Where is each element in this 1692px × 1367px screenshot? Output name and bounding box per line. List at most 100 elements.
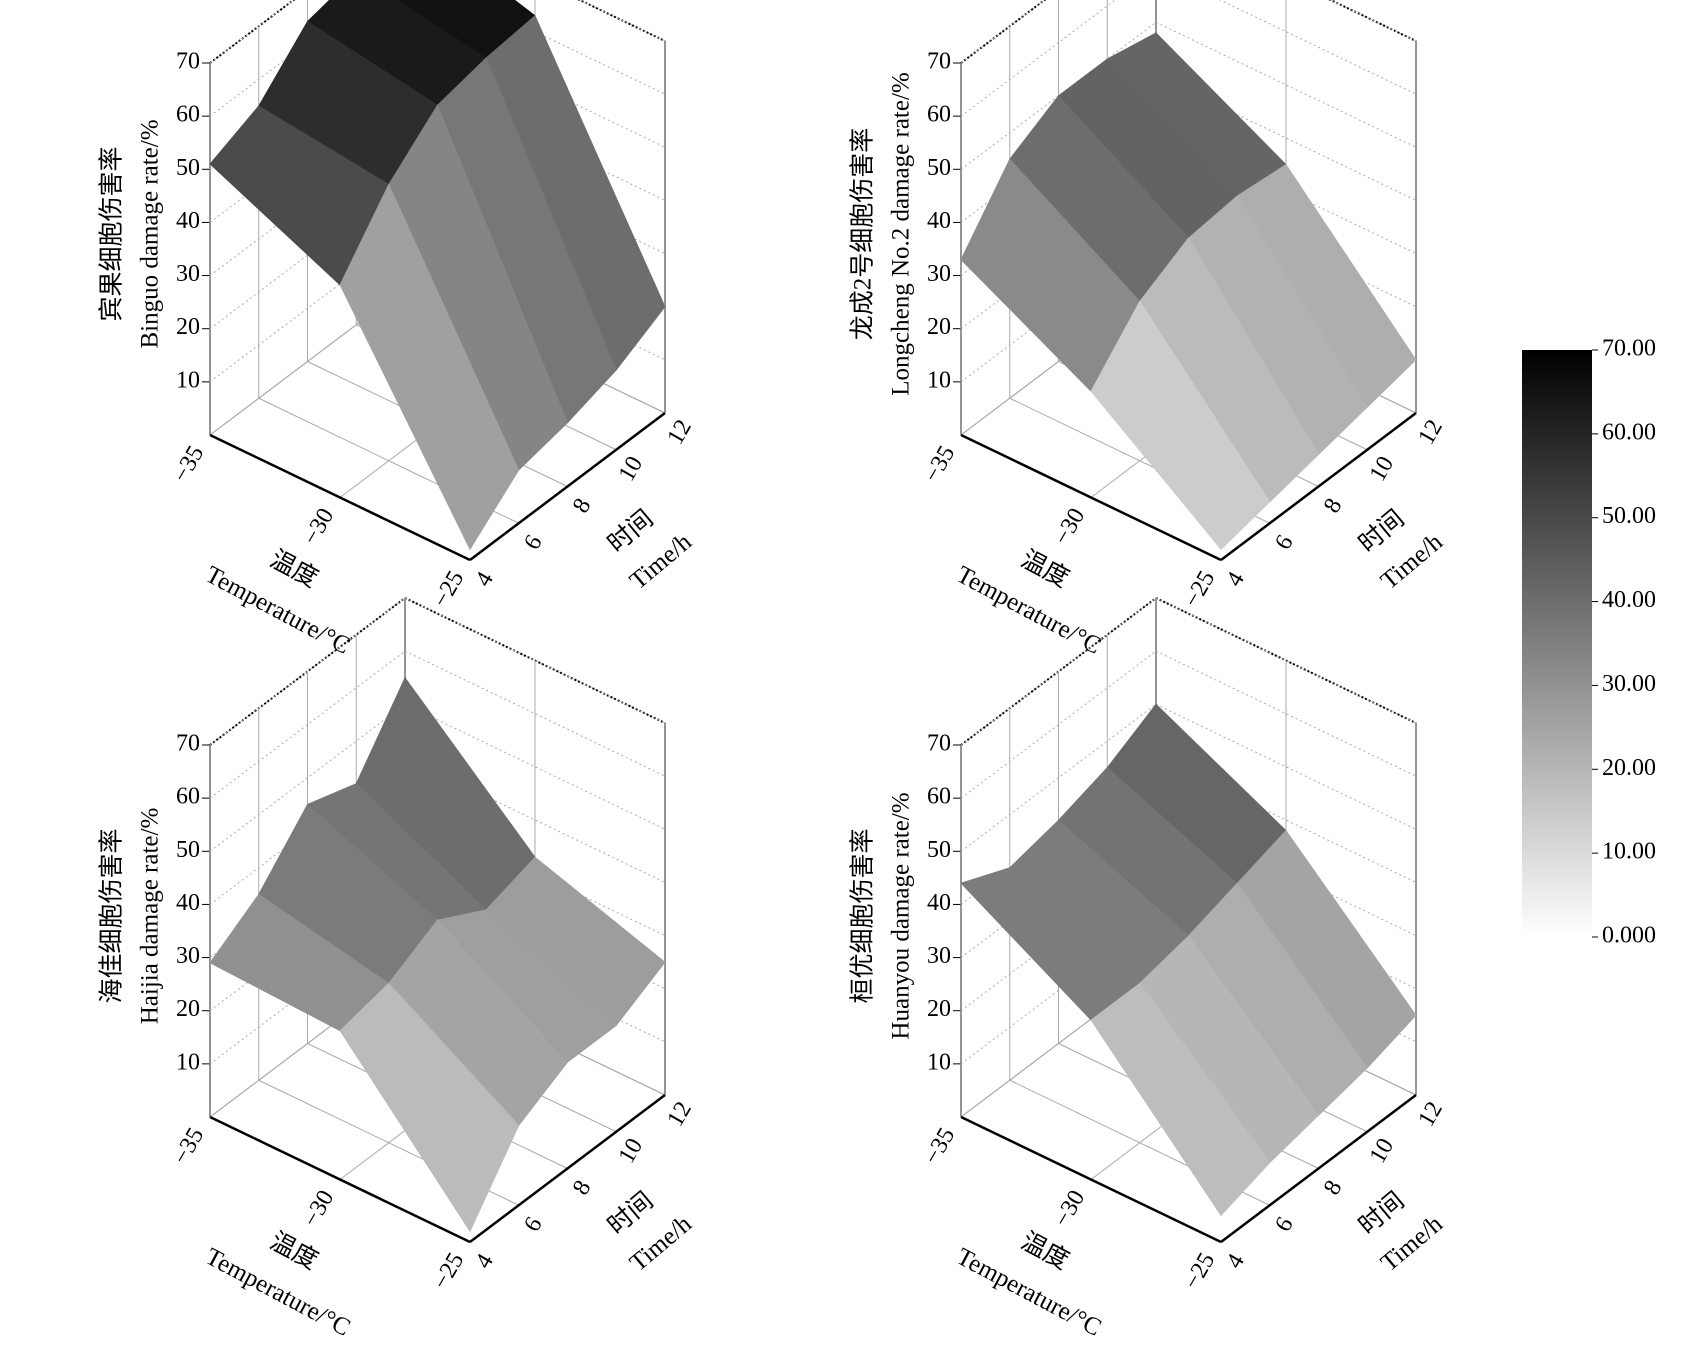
axis-line xyxy=(960,433,1222,562)
z-tick-label: 40 xyxy=(927,208,951,234)
z-tick-label: 70 xyxy=(927,49,951,75)
surface-patch xyxy=(1090,300,1271,550)
x-tick-label: −25 xyxy=(1179,566,1220,612)
grid-line xyxy=(209,0,295,64)
grid-line xyxy=(1155,756,1417,883)
surface-panel: 10 20 30 40 50 60 70 −35 −30 −25 468 10 12 宾果细胞伤害率 Bin… xyxy=(98,0,697,660)
z-tick-label: 10 xyxy=(927,1049,951,1075)
grid-line xyxy=(209,757,406,905)
y-tick-label: 10 xyxy=(614,1134,649,1168)
grid-line xyxy=(1155,810,1417,937)
surface-panel: 10 20 30 40 50 60 70 −35 −30 −25 468 10 12 龙成2号细胞伤害率 L… xyxy=(849,0,1448,660)
grid-line xyxy=(960,916,1157,1065)
x-tick-label: −25 xyxy=(1179,1248,1220,1294)
grid-line xyxy=(209,650,406,799)
y-tick-label: 4 xyxy=(1221,1250,1250,1273)
grid-line xyxy=(209,128,406,276)
x-tick-label: −30 xyxy=(1049,504,1090,550)
grid-line xyxy=(1219,0,1417,95)
z-tick-label: 70 xyxy=(176,731,200,757)
x-title: 温度 xyxy=(1016,1227,1073,1275)
surface-panel: 10 20 30 40 50 60 70 −35 −30 −25 468 10 12 海佳细胞伤害率 Hai… xyxy=(98,597,697,1342)
colorbar-label: 30.00 xyxy=(1602,671,1656,697)
z-tick-label: 40 xyxy=(927,890,951,916)
y-tick-label: 4 xyxy=(470,1250,499,1273)
z-title: Huanyou damage rate/% xyxy=(888,792,915,1039)
grid-line xyxy=(960,703,1157,852)
x-title: 温度 xyxy=(265,1227,322,1275)
z-tick-label: 40 xyxy=(176,890,200,916)
grid-line xyxy=(960,597,1157,746)
grid-line xyxy=(960,863,1157,1012)
z-tick-label: 20 xyxy=(176,314,200,340)
grid-line xyxy=(209,597,406,746)
grid-line xyxy=(209,0,365,117)
grid-line xyxy=(404,916,666,1043)
grid-line xyxy=(468,0,666,95)
z-title: 龙成2号细胞伤害率 xyxy=(849,128,877,341)
y-title: 时间 xyxy=(1353,504,1409,558)
z-tick-label: 60 xyxy=(927,784,951,810)
z-tick-label: 60 xyxy=(927,102,951,128)
grid-line xyxy=(1155,650,1417,777)
grid-line xyxy=(209,916,406,1065)
colorbar-label: 50.00 xyxy=(1602,503,1656,529)
grid-line xyxy=(404,703,666,830)
surface-patch xyxy=(339,183,520,551)
z-title: Binguo damage rate/% xyxy=(137,119,164,348)
grid-line xyxy=(578,0,666,42)
colorbar-label: 20.00 xyxy=(1602,755,1656,781)
axis-line xyxy=(209,433,471,562)
z-tick-label: 20 xyxy=(927,996,951,1022)
x-tick-label: −35 xyxy=(919,441,960,487)
y-tick-label: 6 xyxy=(1270,531,1299,554)
y-tick-label: 12 xyxy=(662,1097,697,1131)
y-tick-label: 6 xyxy=(519,531,548,554)
x-title: 温度 xyxy=(1016,545,1073,593)
grid-line xyxy=(1155,181,1417,308)
y-tick-label: 12 xyxy=(1413,415,1448,449)
grid-line xyxy=(1155,703,1417,830)
z-tick-label: 30 xyxy=(927,261,951,287)
grid-line xyxy=(960,181,1157,330)
y-tick-label: 8 xyxy=(568,494,597,517)
x-tick-label: −35 xyxy=(919,1123,960,1169)
z-tick-label: 10 xyxy=(176,367,200,393)
y-title: 时间 xyxy=(602,504,658,558)
axis-line xyxy=(1220,412,1417,561)
grid-line xyxy=(404,650,666,777)
surface-patch xyxy=(1090,982,1271,1217)
y-tick-label: 4 xyxy=(1221,568,1250,591)
z-tick-label: 10 xyxy=(176,1049,200,1075)
y-tick-label: 12 xyxy=(662,415,697,449)
y-tick-label: 10 xyxy=(614,452,649,486)
grid-line xyxy=(960,650,1157,799)
y-title: 时间 xyxy=(1353,1186,1409,1240)
z-tick-label: 20 xyxy=(927,314,951,340)
z-title: Haijia damage rate/% xyxy=(137,808,164,1025)
grid-line xyxy=(1155,21,1417,148)
z-tick-label: 50 xyxy=(927,837,951,863)
z-tick-label: 40 xyxy=(176,208,200,234)
z-title: Longcheng No.2 damage rate/% xyxy=(888,72,915,396)
z-tick-label: 60 xyxy=(176,102,200,128)
grid-line xyxy=(1329,0,1417,42)
grid-line xyxy=(404,597,666,724)
grid-line xyxy=(209,234,406,383)
z-tick-label: 30 xyxy=(927,943,951,969)
z-tick-label: 70 xyxy=(927,731,951,757)
z-tick-label: 50 xyxy=(176,837,200,863)
z-tick-label: 30 xyxy=(176,943,200,969)
y-tick-label: 8 xyxy=(1319,1176,1348,1199)
x-tick-label: −35 xyxy=(168,441,209,487)
grid-line xyxy=(209,181,406,330)
grid-line xyxy=(960,234,1157,383)
grid-line xyxy=(404,810,666,937)
grid-line xyxy=(1155,128,1417,255)
grid-line xyxy=(404,756,666,883)
axis-line xyxy=(1220,1094,1417,1243)
colorbar-label: 0.000 xyxy=(1602,923,1656,949)
z-tick-label: 50 xyxy=(927,155,951,181)
x-tick-label: −30 xyxy=(298,504,339,550)
